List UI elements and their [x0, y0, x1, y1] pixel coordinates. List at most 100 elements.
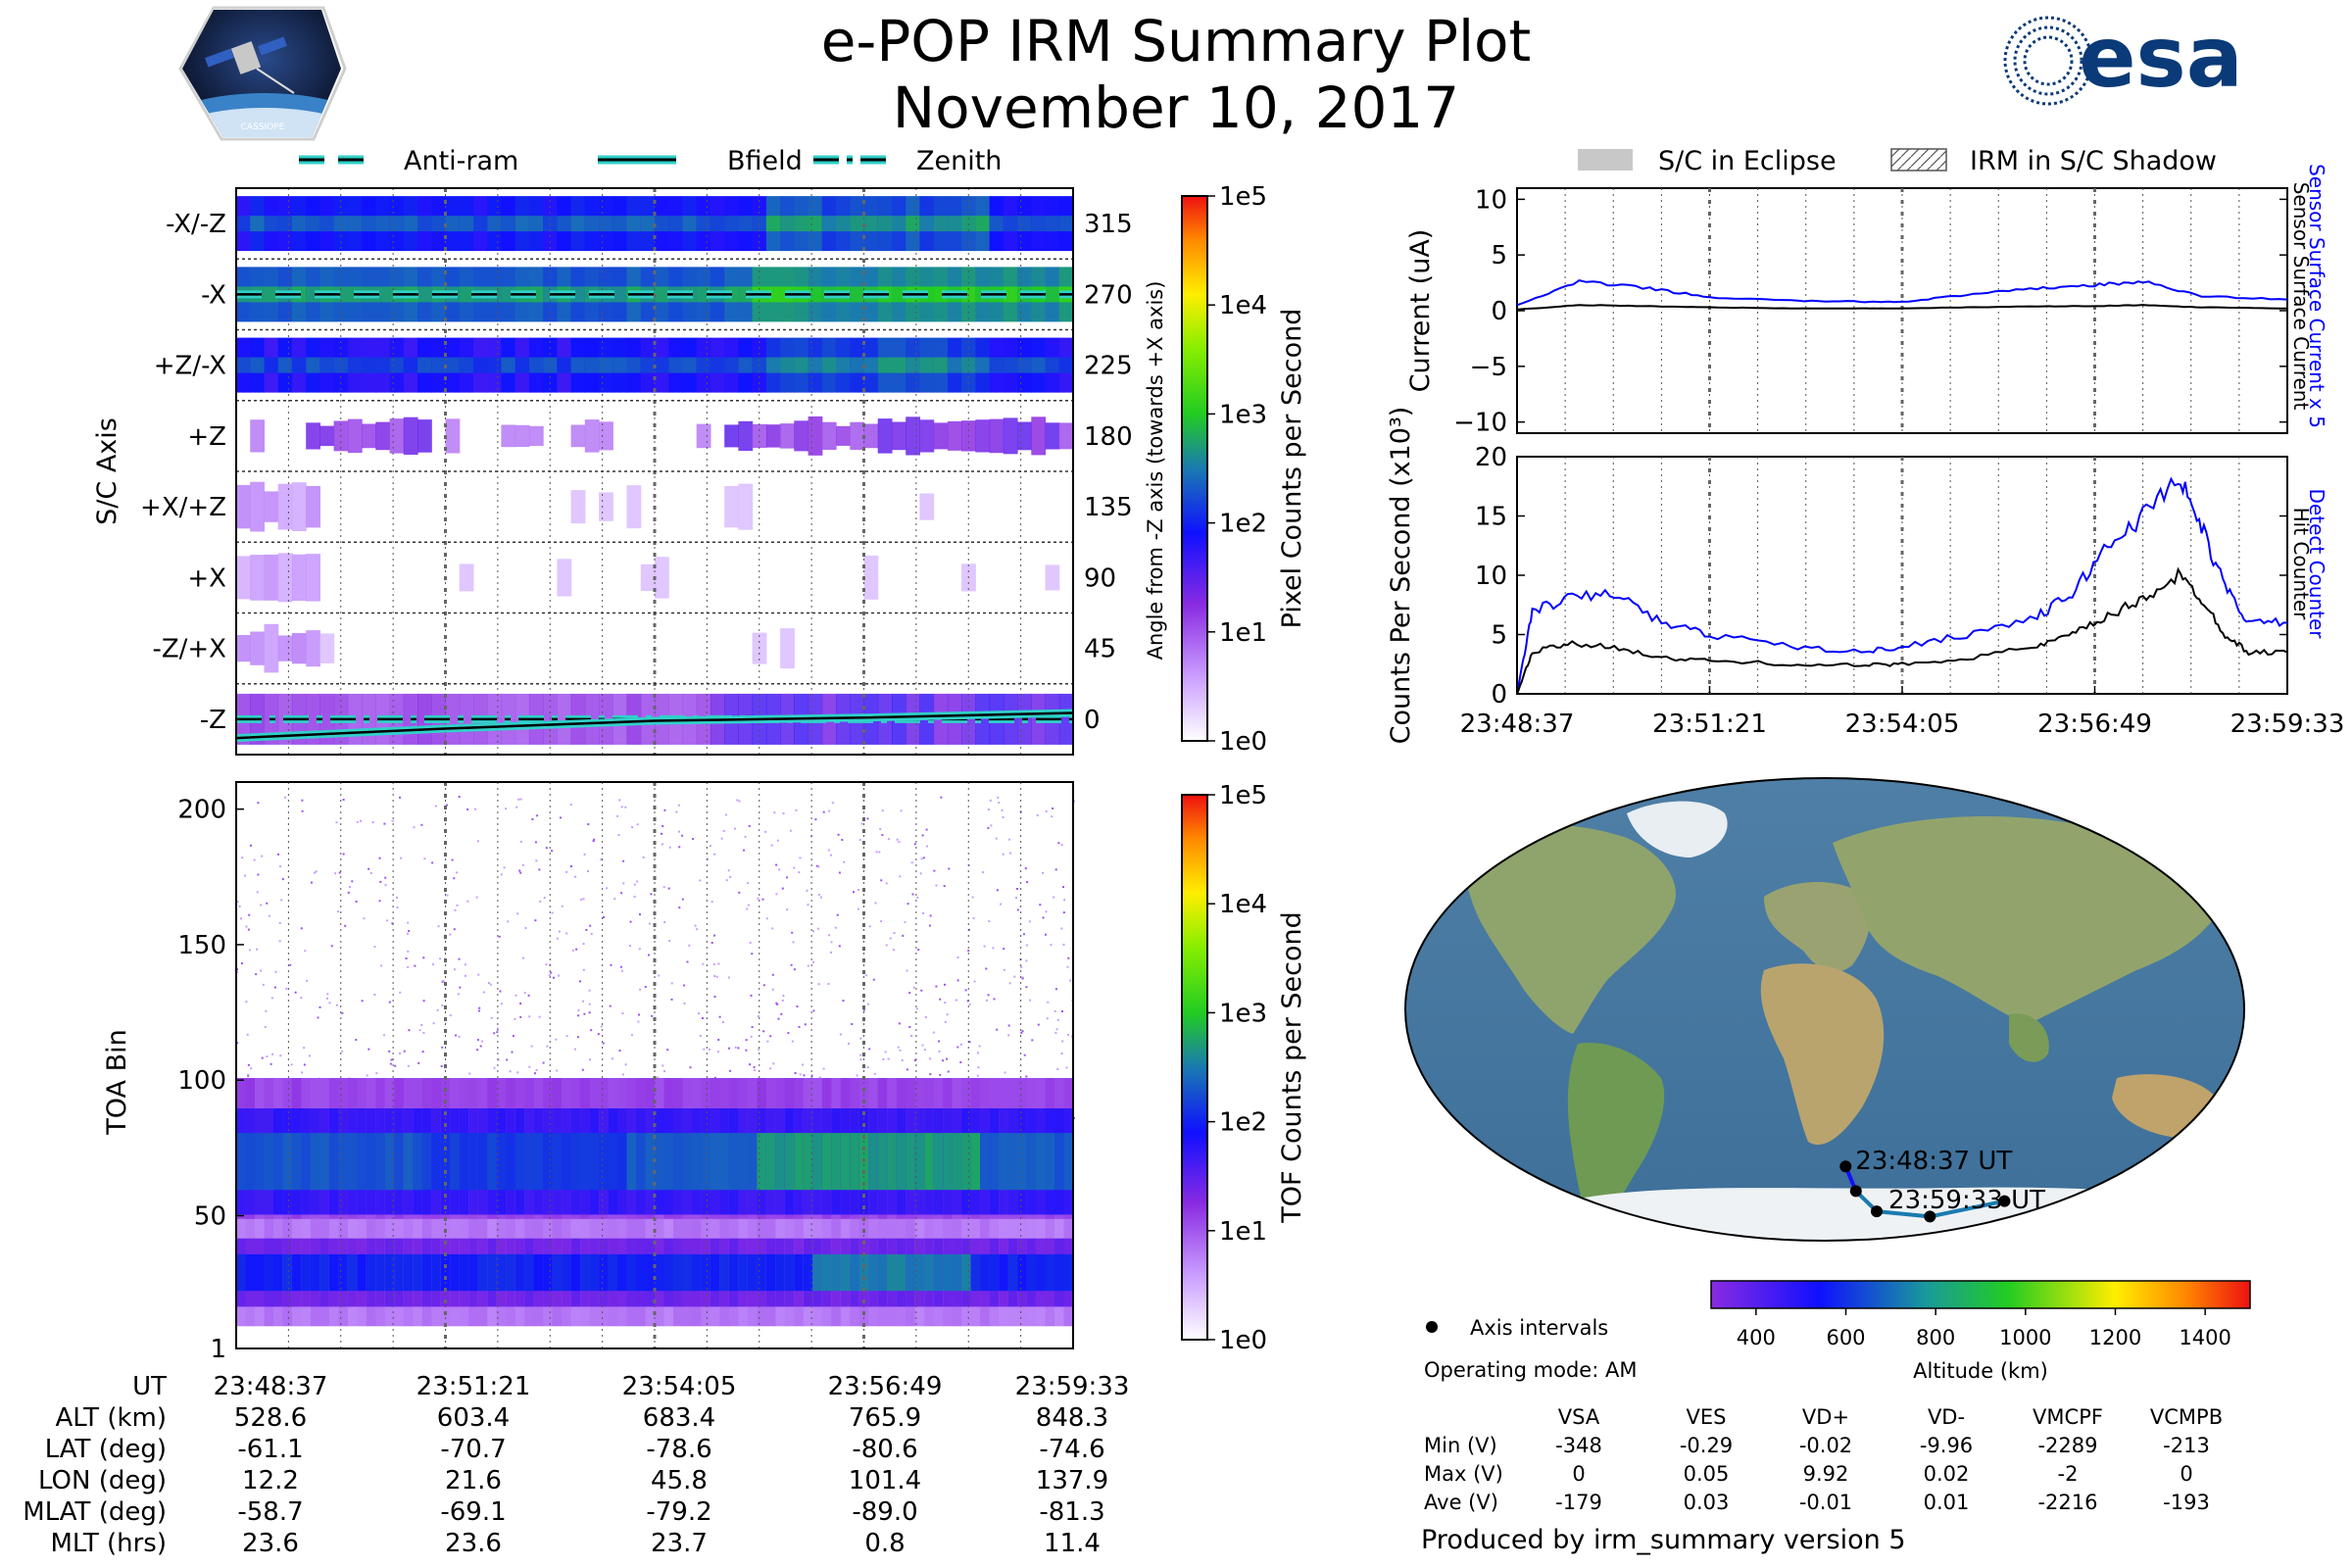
- toa-noise-dot: [642, 857, 645, 858]
- toa-band-cell: [384, 1133, 395, 1191]
- page-date: November 10, 2017: [892, 74, 1460, 141]
- toa-band-cell: [570, 1253, 581, 1292]
- toa-band-cell: [636, 1133, 647, 1191]
- toa-band-cell: [747, 1253, 758, 1292]
- toa-noise-dot: [466, 808, 469, 810]
- toa-noise-dot: [916, 896, 919, 899]
- toa-noise-dot: [889, 937, 892, 940]
- toa-band-cell: [626, 1133, 637, 1191]
- sc-band-core: [459, 357, 474, 373]
- voltage-cell: -2289: [2037, 1434, 2097, 1457]
- toa-noise-dot: [839, 1033, 842, 1036]
- sc-band-cell: [975, 419, 991, 453]
- toa-noise-dot: [744, 835, 747, 838]
- toa-band-cell: [999, 1253, 1009, 1292]
- toa-noise-dot: [663, 921, 666, 923]
- toa-noise-dot: [344, 924, 347, 927]
- toa-noise-dot: [1054, 1009, 1056, 1012]
- toa-band-cell: [728, 1253, 739, 1292]
- sc-band-core: [989, 216, 1004, 232]
- toa-noise-dot: [983, 945, 986, 948]
- toa-noise-dot: [432, 1022, 435, 1025]
- toa-noise-dot: [658, 974, 661, 977]
- sc-band-core: [431, 216, 447, 232]
- toa-noise-dot: [773, 811, 776, 814]
- toa-noise-dot: [1002, 853, 1004, 856]
- toa-noise-dot: [996, 1028, 999, 1031]
- sc-axis-grid: [236, 188, 1073, 755]
- toa-noise-dot: [776, 1003, 779, 1005]
- toa-noise-dot: [356, 820, 359, 823]
- sc-band-core: [528, 357, 544, 373]
- sc-band-cell: [570, 490, 586, 524]
- toa-noise-dot: [306, 979, 309, 982]
- toa-noise-dot: [866, 817, 869, 820]
- toa-band-cell: [877, 1253, 888, 1292]
- toa-noise-dot: [250, 1067, 253, 1070]
- sc-band-core: [919, 357, 935, 373]
- toa-noise-dot: [981, 871, 984, 873]
- toa-noise-dot: [535, 1069, 538, 1071]
- toa-band-cell: [747, 1133, 758, 1191]
- toa-noise-dot: [749, 1063, 752, 1066]
- toa-band-cell: [887, 1253, 898, 1292]
- toa-noise-dot: [971, 896, 974, 899]
- toa-noise-dot: [753, 1065, 756, 1068]
- toa-noise-dot: [968, 1003, 971, 1005]
- sc-band-core: [264, 216, 279, 232]
- toa-noise-dot: [929, 1073, 932, 1076]
- toa-band-cell: [421, 1253, 432, 1292]
- toa-noise-dot: [550, 971, 553, 974]
- toa-noise-dot: [1003, 968, 1005, 971]
- toa-noise-dot: [451, 858, 454, 861]
- ephemeris-cell: -69.1: [440, 1497, 506, 1527]
- toa-noise-dot: [375, 1072, 378, 1075]
- toa-band-cell: [459, 1133, 469, 1191]
- sc-band-core: [277, 357, 293, 373]
- sc-band-core: [1031, 216, 1047, 232]
- toa-band-cell: [506, 1133, 516, 1191]
- sc-band-core: [655, 286, 669, 303]
- toa-band-cell: [933, 1253, 944, 1292]
- sc-band-cell: [291, 633, 307, 664]
- toa-noise-dot: [1021, 977, 1024, 980]
- toa-band-cell: [413, 1253, 423, 1292]
- legend-antiram: Anti-ram: [404, 146, 518, 176]
- toa-noise-dot: [613, 898, 616, 901]
- toa-noise-dot: [743, 849, 746, 852]
- toa-noise-dot: [518, 869, 521, 872]
- toa-noise-dot: [924, 1016, 927, 1018]
- altitude-tick-label: 600: [1826, 1326, 1865, 1349]
- ytick-label: 5: [1491, 241, 1507, 270]
- ephemeris-cell: -58.7: [237, 1497, 303, 1527]
- toa-noise-dot: [745, 1039, 748, 1042]
- toa-band-cell: [980, 1133, 991, 1191]
- sc-band-core: [906, 216, 920, 232]
- sc-band-cell: [236, 484, 251, 529]
- toa-noise-dot: [637, 1020, 640, 1023]
- toa-noise-dot: [579, 980, 581, 983]
- toa-noise-dot: [516, 1071, 519, 1074]
- toa-band-cell: [757, 1253, 767, 1292]
- sc-band-core: [975, 357, 991, 373]
- altitude-tick-label: 400: [1737, 1326, 1776, 1349]
- toa-noise-dot: [899, 1049, 902, 1052]
- toa-noise-dot: [915, 941, 918, 944]
- toa-noise-dot: [977, 1052, 979, 1054]
- legend-zenith: Zenith: [916, 146, 1002, 176]
- toa-noise-dot: [922, 911, 924, 914]
- toa-noise-dot: [633, 896, 636, 898]
- sc-axis-right-ticks: 315 270 225 180 135 90 45 0: [1084, 210, 1133, 735]
- sc-band-cell: [319, 633, 335, 663]
- sc-band-cell: [236, 635, 251, 662]
- toa-noise-dot: [662, 1064, 664, 1067]
- sc-band-core: [933, 216, 949, 232]
- toa-band-cell: [655, 1253, 665, 1292]
- toa-noise-dot: [341, 1050, 344, 1053]
- sc-band-cell: [989, 418, 1004, 454]
- ephemeris-cell: 23:48:37: [214, 1372, 328, 1401]
- toa-noise-dot: [1000, 903, 1003, 906]
- sc-band-core: [765, 216, 781, 232]
